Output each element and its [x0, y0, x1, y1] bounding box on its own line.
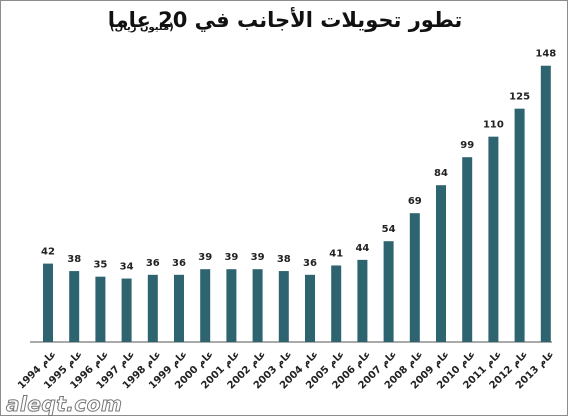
- data-label: 69: [408, 196, 422, 207]
- data-label: 36: [172, 258, 186, 269]
- bar: [252, 269, 263, 342]
- data-label: 38: [277, 254, 291, 265]
- bar: [540, 65, 551, 342]
- data-label: 41: [329, 248, 343, 259]
- bar: [278, 271, 289, 342]
- bar: [69, 271, 80, 342]
- bar: [305, 274, 315, 342]
- data-label: 84: [434, 168, 448, 179]
- bar: [331, 265, 342, 342]
- data-label: 54: [382, 224, 396, 235]
- chart-title: تطور تحويلات الأجانب في 20 عاما: [107, 8, 463, 32]
- data-label: 44: [355, 243, 369, 254]
- data-label: 125: [509, 92, 530, 103]
- bar: [95, 276, 106, 342]
- bar: [383, 241, 394, 342]
- bar: [147, 274, 158, 342]
- data-label: 36: [303, 258, 317, 269]
- bar: [488, 136, 499, 342]
- data-label: 34: [120, 262, 134, 273]
- bar: [226, 269, 237, 342]
- chart-subtitle: (مليون ريال): [110, 22, 174, 33]
- data-label: 99: [460, 140, 474, 151]
- data-label: 39: [224, 252, 238, 263]
- data-label: 35: [93, 260, 107, 271]
- data-label: 110: [483, 120, 504, 131]
- bar: [436, 185, 446, 342]
- data-label: 39: [198, 252, 212, 263]
- bar: [357, 259, 368, 342]
- watermark-logo: aleqt.com: [5, 392, 123, 417]
- data-label: 148: [535, 49, 556, 60]
- data-label: 36: [146, 258, 160, 269]
- title-wrap: تطور تحويلات الأجانب في 20 عاما: [0, 8, 570, 32]
- bar: [121, 278, 132, 342]
- bar: [462, 157, 473, 342]
- bar: [409, 213, 420, 342]
- data-label: 42: [41, 247, 55, 258]
- bar: [200, 269, 211, 342]
- bar: [43, 263, 53, 342]
- data-label: 39: [251, 252, 265, 263]
- data-label: 38: [67, 254, 81, 265]
- bar: [514, 108, 525, 343]
- bar: [174, 274, 184, 342]
